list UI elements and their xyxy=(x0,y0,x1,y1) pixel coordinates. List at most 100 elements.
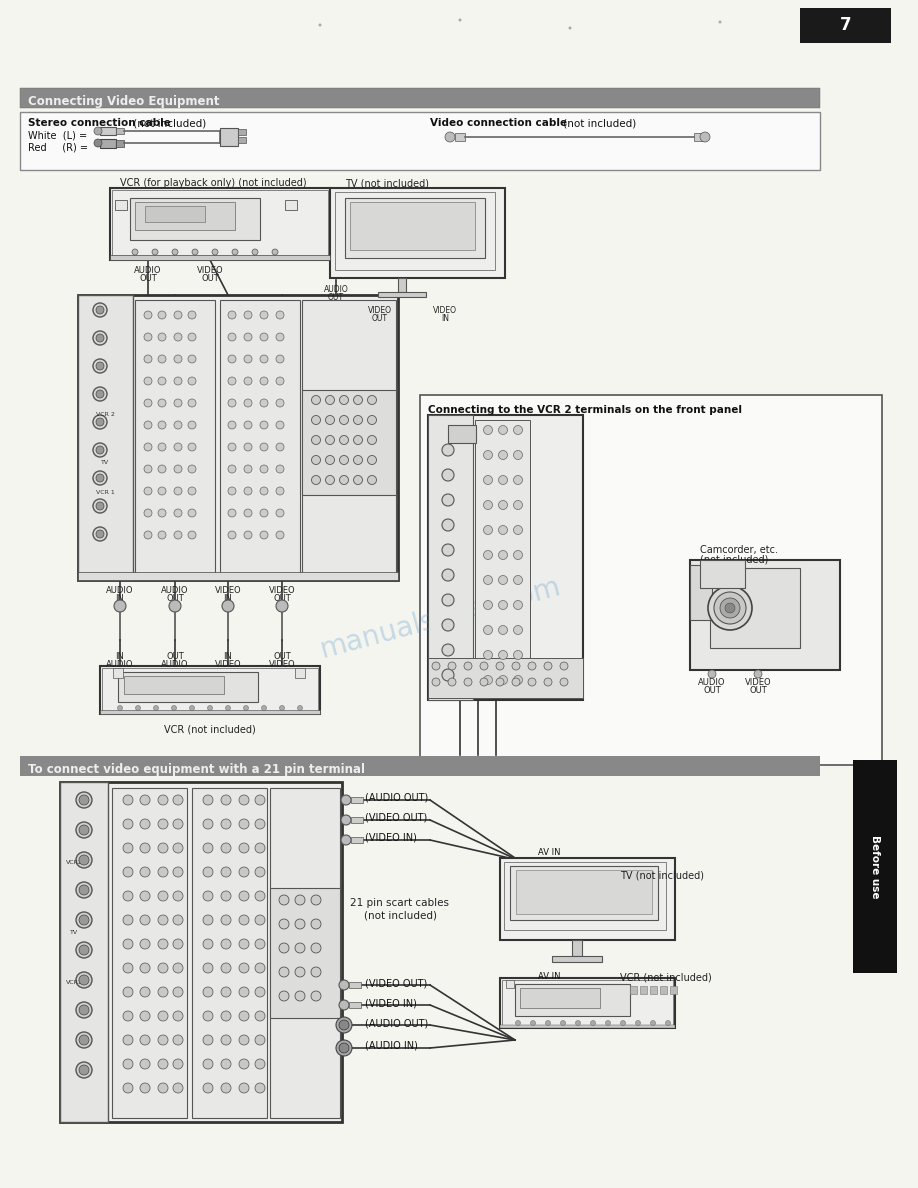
Text: Before use: Before use xyxy=(870,835,880,898)
Circle shape xyxy=(513,626,522,634)
Circle shape xyxy=(203,1059,213,1069)
Circle shape xyxy=(188,421,196,429)
Text: OUT: OUT xyxy=(274,652,291,661)
Text: AUDIO: AUDIO xyxy=(106,586,134,595)
Bar xyxy=(20,112,820,170)
Circle shape xyxy=(221,1035,231,1045)
Bar xyxy=(116,128,124,134)
Circle shape xyxy=(239,843,249,853)
Circle shape xyxy=(93,499,107,513)
Bar xyxy=(502,980,673,1026)
Bar xyxy=(110,188,330,260)
Circle shape xyxy=(480,662,488,670)
Circle shape xyxy=(340,416,349,424)
Bar xyxy=(60,782,342,1121)
Circle shape xyxy=(260,399,268,407)
Circle shape xyxy=(445,132,455,143)
Circle shape xyxy=(93,331,107,345)
Text: White  (L) =: White (L) = xyxy=(28,129,87,140)
Bar xyxy=(335,192,495,270)
Circle shape xyxy=(276,311,284,320)
Text: OUT: OUT xyxy=(140,274,157,283)
Circle shape xyxy=(173,1083,183,1093)
Circle shape xyxy=(174,531,182,539)
Circle shape xyxy=(276,487,284,495)
Circle shape xyxy=(255,1083,265,1093)
Circle shape xyxy=(93,359,107,373)
Circle shape xyxy=(442,569,454,581)
Circle shape xyxy=(221,987,231,997)
Circle shape xyxy=(96,307,104,314)
Circle shape xyxy=(255,1059,265,1069)
Circle shape xyxy=(239,1011,249,1020)
Circle shape xyxy=(279,920,289,929)
Bar xyxy=(378,292,426,297)
Circle shape xyxy=(255,867,265,877)
Circle shape xyxy=(606,1020,610,1025)
Circle shape xyxy=(635,1020,641,1025)
Circle shape xyxy=(367,455,376,465)
Circle shape xyxy=(516,1020,521,1025)
Bar xyxy=(420,394,882,765)
Bar xyxy=(504,862,666,930)
Bar xyxy=(110,255,330,260)
Circle shape xyxy=(295,967,305,977)
Circle shape xyxy=(192,249,198,255)
Circle shape xyxy=(174,377,182,385)
Circle shape xyxy=(228,531,236,539)
Circle shape xyxy=(295,895,305,905)
Bar xyxy=(135,202,235,230)
Text: TV: TV xyxy=(70,930,78,935)
Circle shape xyxy=(136,706,140,710)
Bar xyxy=(660,986,667,994)
Circle shape xyxy=(158,333,166,341)
Circle shape xyxy=(255,1035,265,1045)
Bar xyxy=(238,129,246,135)
Circle shape xyxy=(458,19,462,21)
Circle shape xyxy=(252,249,258,255)
Bar xyxy=(349,1001,361,1007)
Circle shape xyxy=(203,795,213,805)
Circle shape xyxy=(96,390,104,398)
Circle shape xyxy=(272,249,278,255)
Circle shape xyxy=(560,678,568,685)
Circle shape xyxy=(255,963,265,973)
Text: IN: IN xyxy=(224,594,232,604)
Circle shape xyxy=(484,500,492,510)
Circle shape xyxy=(79,885,89,895)
Circle shape xyxy=(311,455,320,465)
Circle shape xyxy=(221,795,231,805)
Circle shape xyxy=(336,1040,352,1056)
Circle shape xyxy=(174,355,182,364)
Circle shape xyxy=(203,1035,213,1045)
Bar xyxy=(520,988,600,1007)
Circle shape xyxy=(221,819,231,829)
Circle shape xyxy=(158,1083,168,1093)
Circle shape xyxy=(260,333,268,341)
Bar xyxy=(694,133,704,141)
Circle shape xyxy=(432,662,440,670)
Circle shape xyxy=(94,139,102,147)
Text: OUT: OUT xyxy=(201,274,218,283)
Circle shape xyxy=(260,508,268,517)
Circle shape xyxy=(260,311,268,320)
Circle shape xyxy=(498,575,508,584)
Bar xyxy=(100,127,116,135)
Circle shape xyxy=(144,399,152,407)
Circle shape xyxy=(79,944,89,955)
Text: IN: IN xyxy=(116,594,125,604)
Circle shape xyxy=(297,706,303,710)
Bar xyxy=(20,88,820,108)
Circle shape xyxy=(239,963,249,973)
Circle shape xyxy=(174,465,182,473)
Bar xyxy=(238,137,246,143)
Text: AUDIO: AUDIO xyxy=(162,586,189,595)
Circle shape xyxy=(140,819,150,829)
Bar xyxy=(351,838,363,843)
Circle shape xyxy=(79,915,89,925)
Bar xyxy=(500,978,675,1028)
Bar xyxy=(20,756,820,776)
Circle shape xyxy=(93,527,107,541)
Bar xyxy=(516,870,652,914)
Circle shape xyxy=(244,443,252,451)
